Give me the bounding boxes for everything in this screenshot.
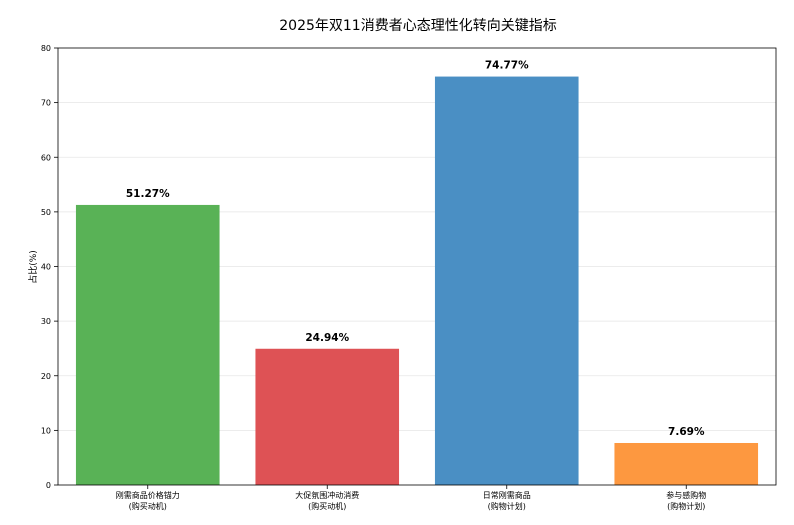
value-labels: 51.27% 24.94% 74.77% 7.69% <box>126 60 705 438</box>
plot-frame <box>57 47 777 486</box>
x-tick-label: (购买动机) <box>308 501 346 511</box>
y-tick-label: 20 <box>41 372 51 381</box>
value-label: 7.69% <box>668 426 705 438</box>
x-axis-ticks: 刚需商品价格锚力(购买动机)大促氛围冲动消费(购买动机)日常刚需商品(购物计划)… <box>116 485 706 511</box>
y-tick-label: 60 <box>41 153 51 162</box>
value-label: 24.94% <box>305 332 349 344</box>
y-tick-label: 10 <box>41 426 51 435</box>
bar <box>75 204 220 485</box>
y-tick-label: 0 <box>46 481 51 490</box>
x-tick-label: 大促氛围冲动消费 <box>295 490 359 500</box>
chart-title: 2025年双11消费者心态理性化转向关键指标 <box>279 18 556 34</box>
x-tick-label: (购买动机) <box>129 501 167 511</box>
y-axis-ticks: 0 10 20 30 40 50 60 70 80 <box>41 44 58 490</box>
y-tick-label: 30 <box>41 317 51 326</box>
x-tick-label: 参与感购物 <box>666 490 706 500</box>
y-axis-label: 占比(%) <box>27 250 39 284</box>
value-label: 51.27% <box>126 188 170 200</box>
y-tick-label: 40 <box>41 263 51 272</box>
bar <box>434 76 579 485</box>
x-tick-label: 刚需商品价格锚力 <box>116 490 180 500</box>
value-label: 74.77% <box>485 60 529 72</box>
bar <box>614 442 759 485</box>
bars <box>75 76 759 485</box>
y-tick-label: 70 <box>41 99 51 108</box>
bar <box>255 348 400 485</box>
x-tick-label: (购物计划) <box>488 501 526 511</box>
y-tick-label: 80 <box>41 44 51 53</box>
x-tick-label: (购物计划) <box>667 501 705 511</box>
y-tick-label: 50 <box>41 208 51 217</box>
x-tick-label: 日常刚需商品 <box>483 490 531 500</box>
